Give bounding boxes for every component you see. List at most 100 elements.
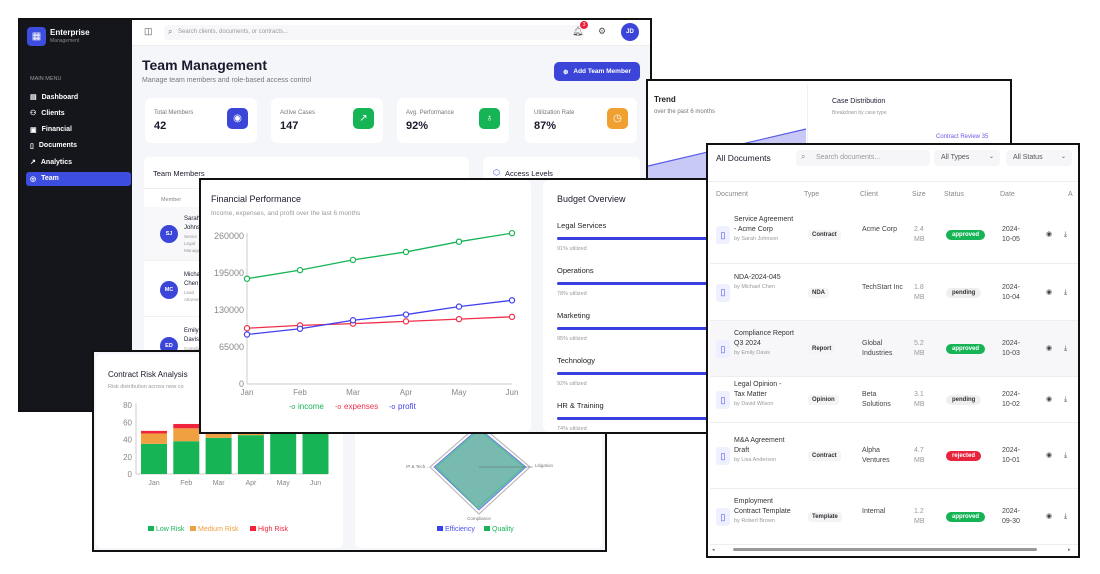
y-tick-label: 0 — [239, 379, 244, 389]
grid-icon: ▤ — [30, 94, 37, 101]
sidebar-toggle-icon[interactable]: ◫ — [144, 26, 153, 36]
client-cell: Acme Corp — [862, 226, 898, 233]
expenses-point — [243, 325, 251, 332]
column-header[interactable]: Size — [912, 191, 926, 198]
sidebar-item-analytics[interactable]: ↗ Analytics — [26, 155, 131, 169]
table-row[interactable]: ▯ Service Agreement - Acme Corp by Sarah J… — [710, 206, 1078, 264]
scroll-left-icon[interactable]: ◂ — [712, 547, 715, 553]
eye-icon[interactable]: ◉ — [1046, 345, 1053, 352]
legend-label: Medium Risk — [198, 526, 239, 533]
document-author: by David Wilson — [734, 401, 774, 407]
status-badge: pending — [946, 287, 982, 298]
avatar: MC — [160, 281, 178, 299]
member-name: Michael — [184, 272, 205, 278]
type-badge: Contract — [808, 451, 841, 461]
client-cell: Beta Solutions — [862, 391, 891, 408]
budget-title: Budget Overview — [557, 194, 626, 204]
bell-icon[interactable]: 🔔︎ — [572, 26, 584, 36]
search-input[interactable]: ⌕ Search clients, documents, or contract… — [164, 25, 584, 40]
column-header[interactable]: Type — [804, 191, 820, 198]
budget-name: HR & Training — [557, 401, 604, 410]
member-role: Manager — [184, 248, 202, 253]
search-placeholder: Search clients, documents, or contracts.… — [178, 29, 289, 35]
financial-line-chart: 0 65000 130000 195000 260000 Jan Feb Mar Apr May J… — [214, 229, 519, 411]
sidebar-item-label: Clients — [41, 109, 65, 117]
scroll-right-icon[interactable]: ▸ — [1068, 547, 1071, 553]
eye-icon[interactable]: ◉ — [1046, 513, 1053, 520]
trend-up-icon: ↗ — [353, 108, 374, 129]
document-name[interactable]: Service Agreement - Acme Corp — [734, 216, 794, 233]
award-icon: ♁ — [479, 108, 500, 129]
x-tick-label: Jun — [506, 388, 519, 397]
eye-icon[interactable]: ◉ — [1046, 396, 1053, 403]
eye-icon[interactable]: ◉ — [1046, 452, 1053, 459]
add-team-member-label: Add Team Member — [573, 68, 632, 75]
chevron-down-icon: ⌄ — [1060, 154, 1066, 160]
page-title: Team Management — [142, 57, 267, 73]
eye-icon[interactable]: ◉ — [1046, 231, 1053, 238]
download-icon[interactable]: ⤓ — [1064, 345, 1068, 352]
column-header[interactable]: Document — [716, 191, 748, 198]
download-icon[interactable]: ⤓ — [1064, 513, 1068, 520]
document-name[interactable]: M&A Agreement Draft — [734, 437, 785, 454]
avatar: SJ — [160, 225, 178, 243]
sidebar-item-financial[interactable]: ▣ Financial — [26, 123, 131, 137]
pie-label-contract-review: Contract Review 35 — [936, 134, 989, 140]
download-icon[interactable]: ⤓ — [1064, 231, 1068, 238]
member-name: Sarah — [184, 216, 201, 222]
column-header[interactable]: A — [1068, 191, 1073, 198]
document-name[interactable]: NDA-2024-045 — [734, 273, 781, 281]
download-icon[interactable]: ⤓ — [1064, 452, 1068, 459]
table-row[interactable]: ▯ Employment Contract Template by Robert B… — [710, 489, 1078, 545]
profit-point — [296, 325, 304, 332]
sidebar-item-team[interactable]: ◎ Team — [26, 171, 131, 186]
avatar[interactable]: JD — [621, 23, 639, 41]
documents-search-input[interactable]: ⌕ Search documents... — [796, 150, 930, 166]
column-header[interactable]: Date — [1000, 191, 1015, 198]
x-tick-label: Jun — [310, 480, 321, 487]
case-distribution-title: Case Distribution — [832, 98, 886, 105]
sidebar-item-label: Dashboard — [41, 93, 79, 101]
sidebar-item-dashboard[interactable]: ▤ Dashboard — [26, 90, 131, 104]
column-header[interactable]: Status — [944, 191, 964, 198]
sidebar-item-documents[interactable]: ▯ Documents — [26, 139, 131, 153]
legend-marker: -o — [335, 404, 341, 411]
document-name[interactable]: Legal Opinion - Tax Matter — [734, 381, 782, 398]
legend-marker: -o — [389, 404, 395, 411]
search-icon: ⌕ — [168, 27, 173, 36]
budget-name: Legal Services — [557, 221, 607, 230]
sidebar-item-clients[interactable]: ⚇ Clients — [26, 106, 131, 120]
table-row[interactable]: ▯ Compliance Report Q3 2024 by Emily Davis… — [710, 321, 1078, 377]
page-subtitle: Manage team members and role-based acces… — [142, 77, 312, 84]
bar-low-risk — [173, 441, 200, 474]
download-icon[interactable]: ⤓ — [1064, 396, 1068, 403]
stat-card: Active Cases 147 ↗ — [271, 98, 383, 143]
table-row[interactable]: ▯ M&A Agreement Draft by Lisa Anderson Cont… — [710, 423, 1078, 489]
document-name-cell: Legal Opinion - Tax Matter by David Wilso… — [734, 380, 794, 408]
sidebar-item-label: Financial — [41, 126, 72, 134]
gear-icon[interactable]: ⚙ — [598, 26, 607, 36]
add-team-member-button[interactable]: ⊕ Add Team Member — [554, 62, 640, 81]
table-row[interactable]: ▯ Legal Opinion - Tax Matter by David Wils… — [710, 377, 1078, 423]
document-name[interactable]: Employment Contract Template — [734, 498, 791, 515]
size-cell: 1.2 MB — [914, 508, 925, 525]
document-author: by Emily Davis — [734, 350, 771, 356]
budget-item: Legal Services 91% utilized — [557, 221, 709, 252]
column-header[interactable]: Client — [860, 191, 878, 198]
document-name[interactable]: Compliance Report Q3 2024 — [734, 330, 794, 347]
documents-title: All Documents — [716, 153, 771, 163]
type-filter-select[interactable]: All Types ⌄ — [934, 150, 1000, 166]
download-icon[interactable]: ⤓ — [1064, 288, 1068, 296]
budget-progress-bar — [557, 237, 709, 240]
y-tick-label: 60 — [123, 418, 132, 427]
date-cell: 2024-10-02 — [1002, 391, 1020, 408]
table-row[interactable]: ▯ NDA-2024-045 by Michael Chen NDA TechStart… — [710, 264, 1078, 321]
budget-utilization: 91% utilized — [557, 246, 587, 252]
size-cell: 2.4 MB — [914, 226, 925, 243]
horizontal-scrollbar[interactable] — [733, 548, 1037, 551]
budget-overview-card: Budget Overview Legal Services 91% utiliz… — [543, 180, 709, 432]
status-filter-select[interactable]: All Status ⌄ — [1006, 150, 1072, 166]
document-name-cell: NDA-2024-045 by Michael Chen — [734, 273, 794, 291]
stat-card: Utilization Rate 87% ◷ — [525, 98, 637, 143]
eye-icon[interactable]: ◉ — [1046, 288, 1053, 296]
